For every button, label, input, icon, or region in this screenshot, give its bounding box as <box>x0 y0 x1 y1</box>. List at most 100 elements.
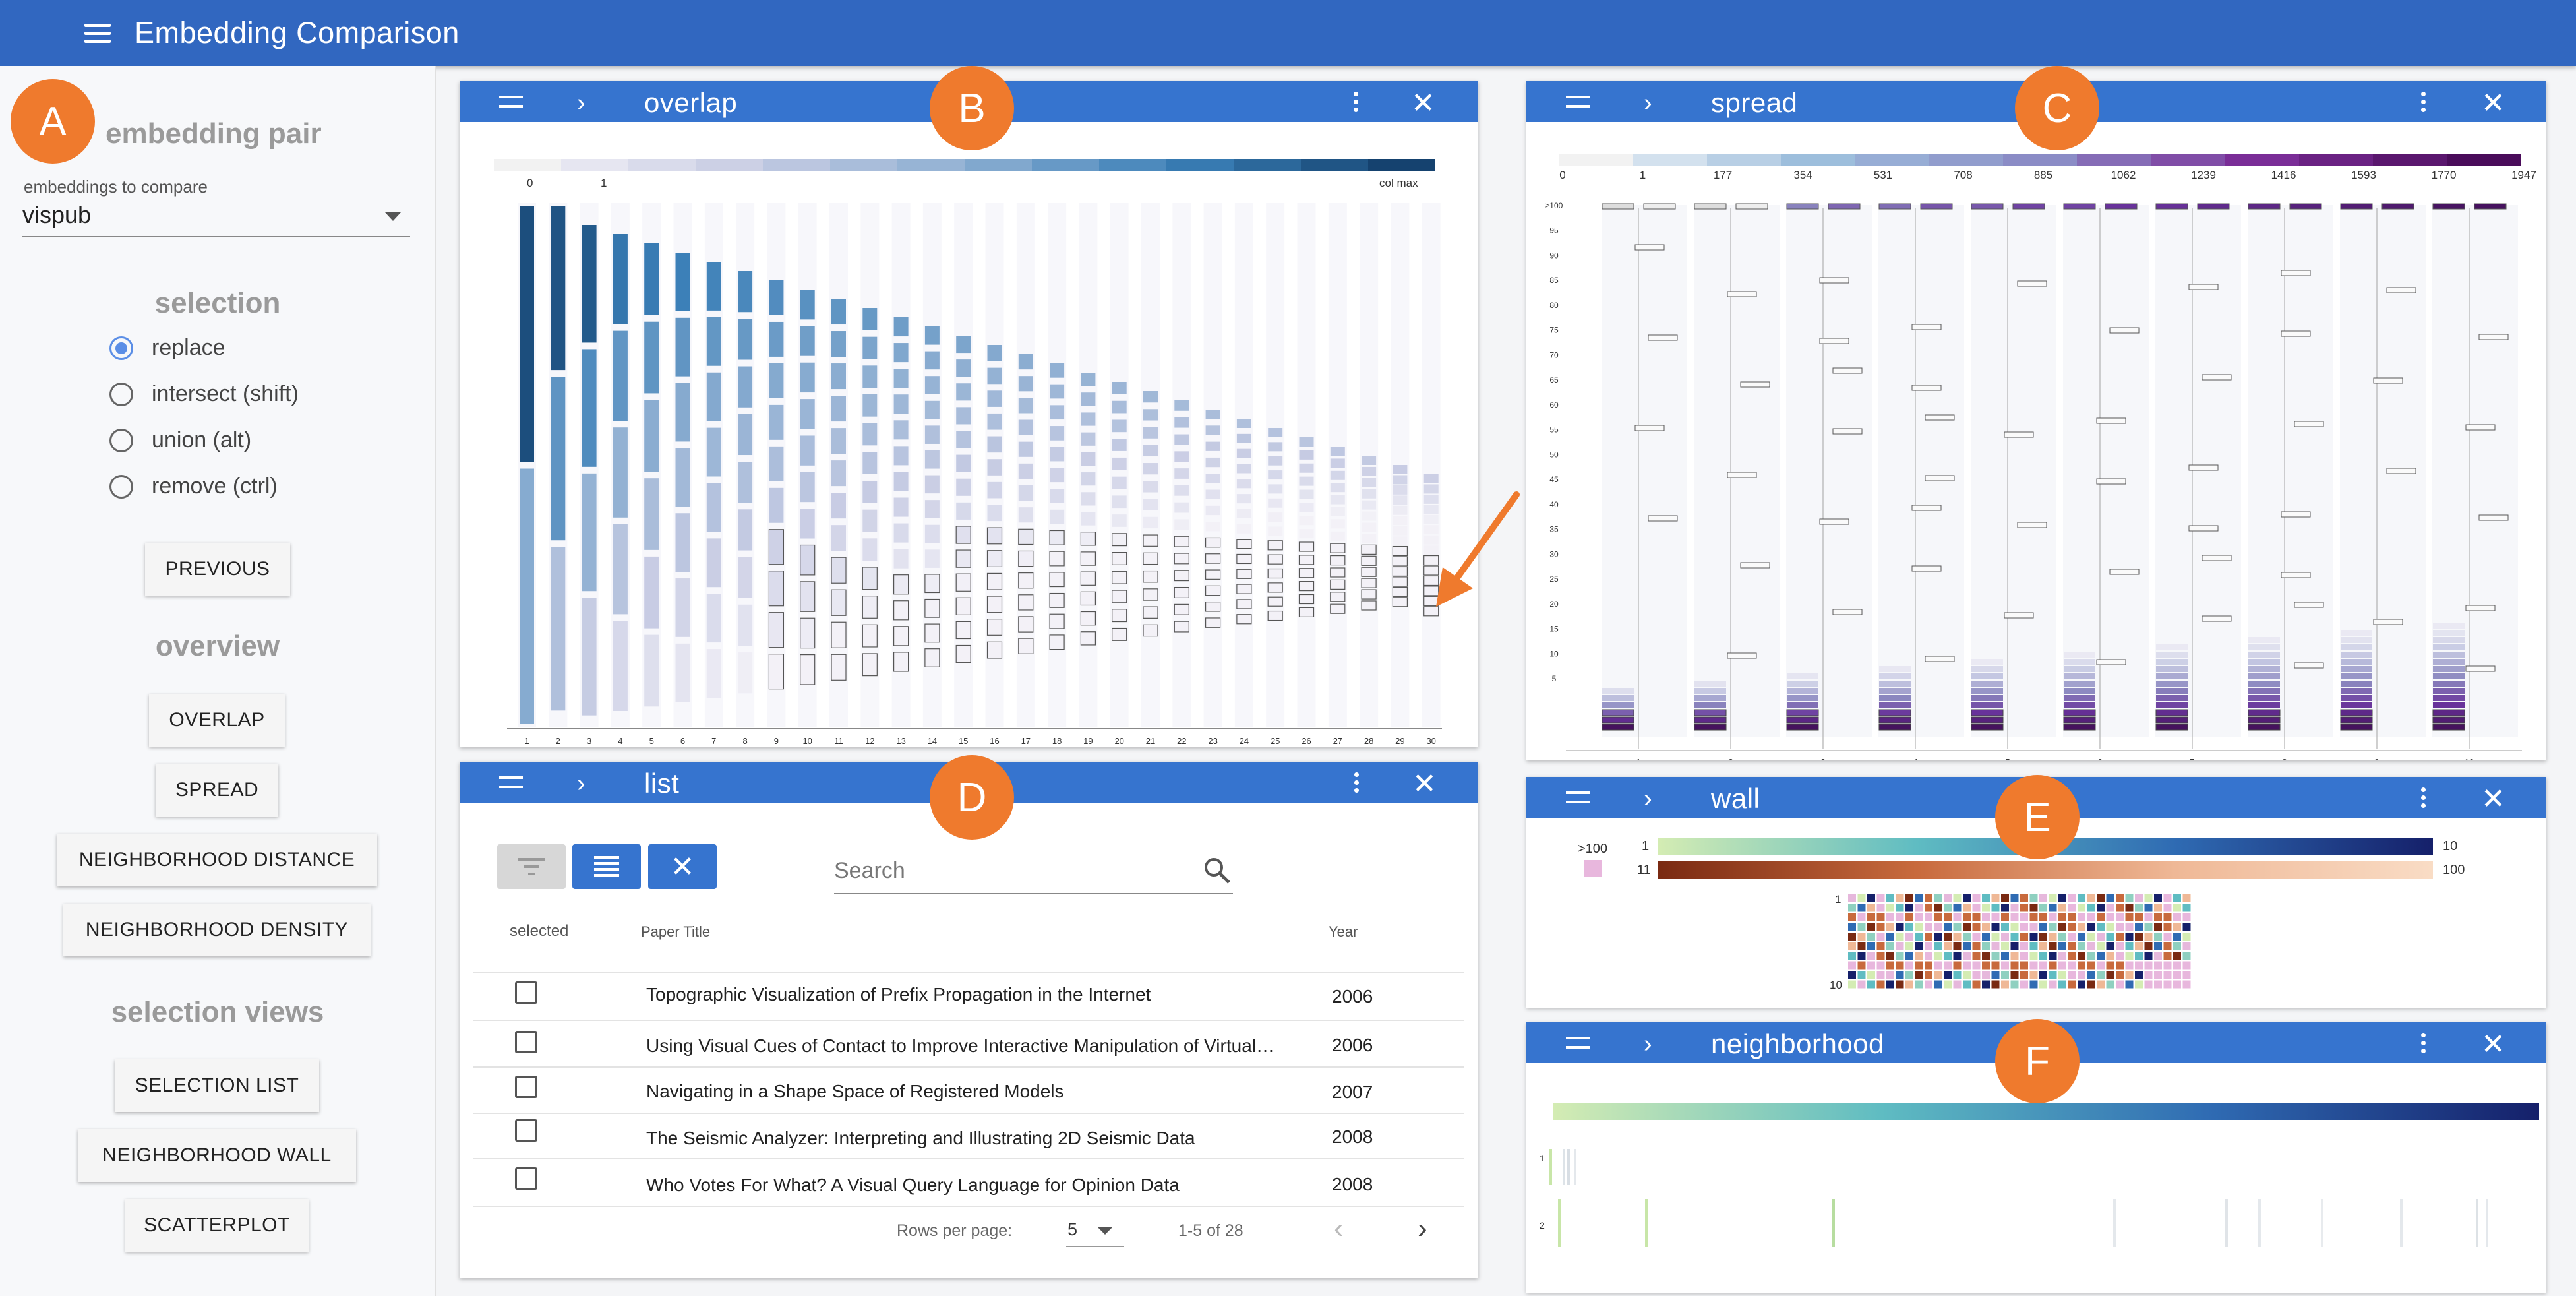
drag-handle-icon[interactable] <box>499 776 523 788</box>
spread-legend-label: 531 <box>1874 169 1892 181</box>
row-checkbox[interactable] <box>515 1119 537 1142</box>
wall-cell <box>2106 980 2114 989</box>
list-view-button[interactable] <box>572 844 641 889</box>
spread-stack-cell <box>2248 709 2281 716</box>
neighborhood-wall-button[interactable]: NEIGHBORHOOD WALL <box>78 1129 356 1182</box>
overlap-bar-segment <box>738 462 753 503</box>
spread-outlier-box <box>2281 511 2311 518</box>
overlap-bar-segment <box>831 460 846 487</box>
clear-selection-button[interactable]: ✕ <box>648 844 717 889</box>
overlap-bar-segment <box>1018 463 1033 479</box>
overlap-x-tick: 27 <box>1333 736 1342 746</box>
neighborhood-density-button[interactable]: NEIGHBORHOOD DENSITY <box>63 904 371 956</box>
spread-stack-cell <box>2432 709 2465 716</box>
wall-cell <box>2020 923 2028 931</box>
overlap-column-bg <box>1172 203 1191 727</box>
drag-handle-icon[interactable] <box>499 96 523 108</box>
overlap-button[interactable]: OVERLAP <box>149 694 285 747</box>
spread-y-tick: 45 <box>1549 475 1559 484</box>
overlap-bar-segment <box>1050 384 1065 399</box>
wall-cell <box>2135 971 2143 979</box>
chevron-right-icon[interactable]: › <box>577 770 585 797</box>
wall-cell <box>1886 952 1894 960</box>
wall-cell <box>2020 933 2028 941</box>
wall-cell <box>1867 961 1875 970</box>
neighborhood-distance-button[interactable]: NEIGHBORHOOD DISTANCE <box>57 834 377 886</box>
year-cell: 2008 <box>1332 1174 1373 1194</box>
wall-cell <box>2144 923 2153 931</box>
overlap-bar-segment <box>1423 565 1439 576</box>
overlap-bar-segment <box>706 372 721 421</box>
neighborhood-tick <box>2113 1199 2116 1247</box>
more-vert-icon[interactable] <box>2420 787 2426 809</box>
scatterplot-button[interactable]: SCATTERPLOT <box>125 1199 309 1252</box>
overlap-bar-segment <box>955 597 971 615</box>
chevron-right-icon[interactable]: › <box>1644 89 1652 117</box>
legend-swatch <box>2151 154 2225 166</box>
spread-stack-cell <box>2064 702 2095 708</box>
drag-handle-icon[interactable] <box>1566 1037 1590 1049</box>
wall-cell <box>2001 904 2009 912</box>
spread-stack-cell <box>2063 716 2096 724</box>
radio-replace[interactable]: replace <box>109 335 225 361</box>
spread-button[interactable]: SPREAD <box>156 764 278 817</box>
close-icon[interactable]: ✕ <box>2481 1028 2505 1061</box>
drag-handle-icon[interactable] <box>1566 791 1590 803</box>
wall-cell <box>1991 961 2000 970</box>
overlap-bar-segment <box>1362 500 1377 510</box>
radio-intersect[interactable]: intersect (shift) <box>109 381 299 407</box>
wall-cell <box>1886 961 1894 970</box>
more-vert-icon[interactable] <box>1354 772 1359 793</box>
wall-cell <box>1915 933 1923 941</box>
wall-scale1-max: 10 <box>2443 839 2458 853</box>
column-header-paper-title[interactable]: Paper Title <box>641 923 711 940</box>
wall-cell <box>2154 980 2162 989</box>
wall-cell <box>1991 923 2000 931</box>
wall-cell <box>1905 952 1913 960</box>
chevron-right-icon[interactable]: › <box>577 89 585 117</box>
wall-cell <box>2097 913 2105 921</box>
wall-cell <box>2182 952 2191 960</box>
close-icon[interactable]: ✕ <box>2481 783 2505 815</box>
previous-button[interactable]: PREVIOUS <box>145 543 290 596</box>
wall-cell <box>2058 980 2066 989</box>
chevron-right-icon[interactable]: › <box>1644 785 1652 813</box>
rows-per-page-select[interactable]: 5 <box>1066 1216 1124 1247</box>
overlap-bar-segment <box>831 654 847 681</box>
hamburger-menu-icon[interactable] <box>84 22 113 44</box>
overview-heading: overview <box>155 630 280 662</box>
more-vert-icon[interactable] <box>2420 1033 2426 1054</box>
more-vert-icon[interactable] <box>1353 92 1358 113</box>
overlap-x-tick: 7 <box>711 736 716 746</box>
wall-cell <box>1972 971 1981 979</box>
legend-swatch <box>696 159 763 171</box>
selection-list-button[interactable]: SELECTION LIST <box>115 1059 319 1112</box>
spread-stack-cell <box>1694 724 1727 731</box>
radio-union[interactable]: union (alt) <box>109 427 251 453</box>
wall-cell <box>1925 904 1932 912</box>
overlap-bar-segment <box>831 557 847 584</box>
previous-page-icon[interactable]: ‹ <box>1334 1212 1344 1245</box>
radio-remove[interactable]: remove (ctrl) <box>109 474 278 499</box>
more-vert-icon[interactable] <box>2420 92 2426 113</box>
drag-handle-icon[interactable] <box>1566 96 1590 108</box>
next-page-icon[interactable]: › <box>1418 1212 1427 1245</box>
chevron-right-icon[interactable]: › <box>1644 1030 1652 1058</box>
column-header-year[interactable]: Year <box>1329 923 1358 940</box>
overlap-bar-segment <box>1299 529 1314 539</box>
row-checkbox[interactable] <box>515 1076 537 1098</box>
close-icon[interactable]: ✕ <box>1412 768 1437 800</box>
filter-button[interactable] <box>497 844 566 889</box>
row-checkbox[interactable] <box>515 1031 537 1053</box>
legend-swatch <box>2372 154 2447 166</box>
row-checkbox[interactable] <box>515 981 537 1004</box>
overlap-x-tick: 26 <box>1302 736 1311 746</box>
embeddings-select[interactable]: vispub <box>22 197 410 237</box>
close-icon[interactable]: ✕ <box>2481 87 2505 119</box>
close-icon[interactable]: ✕ <box>1411 87 1435 119</box>
overlap-bar-segment <box>1236 569 1252 579</box>
overlap-bar-segment <box>1392 545 1408 557</box>
search-input[interactable]: Search <box>834 851 1233 894</box>
wall-cell <box>1953 942 1962 950</box>
row-checkbox[interactable] <box>515 1167 537 1190</box>
